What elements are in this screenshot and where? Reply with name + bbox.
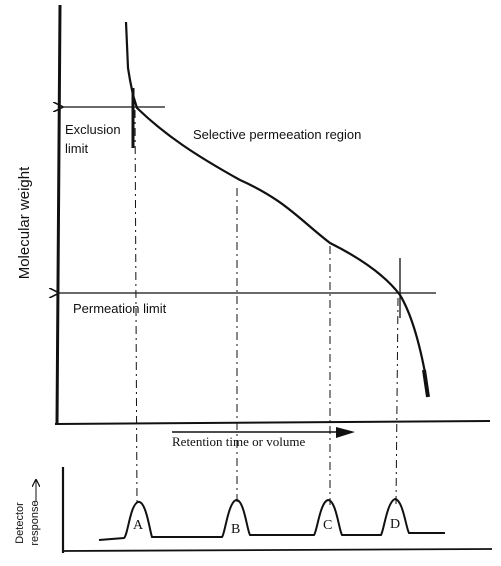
- detector-x-axis: [61, 548, 493, 552]
- x-axis-label: Retention time or volume: [172, 434, 305, 449]
- region-label: Selective permeeation region: [193, 127, 361, 142]
- calibration-curve: [124, 21, 430, 396]
- peak-label-b: B: [231, 522, 240, 537]
- curve-tail: [422, 369, 430, 398]
- detector-label-line2: response: [29, 500, 41, 545]
- y-axis-label: Molecular weight: [16, 166, 33, 279]
- exclusion-label-line2: limit: [65, 141, 88, 156]
- exclusion-label-line1: Exclusion: [65, 122, 121, 137]
- y-axis-line: [55, 4, 62, 425]
- detector-label-line1: Detector: [14, 502, 26, 544]
- x-axis-arrowhead: [336, 427, 355, 438]
- permeation-label: Permeation limit: [73, 301, 167, 316]
- peak-label-a: A: [133, 518, 144, 533]
- peak-label-d: D: [390, 517, 400, 532]
- x-axis-line: [54, 420, 491, 425]
- dropline-a: [134, 109, 138, 506]
- peak-label-c: C: [323, 518, 332, 533]
- chromatogram-trace: [98, 497, 445, 541]
- dropline-d: [395, 297, 399, 506]
